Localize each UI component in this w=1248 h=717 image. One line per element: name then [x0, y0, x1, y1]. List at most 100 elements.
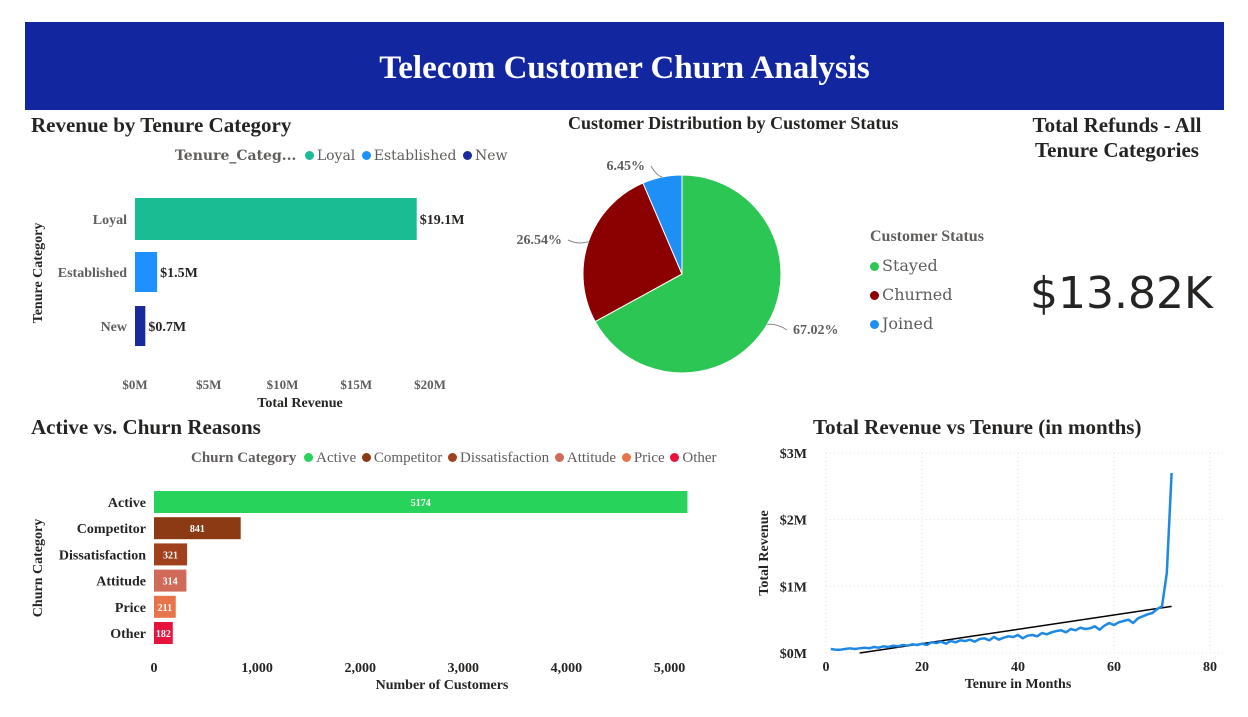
pie-data-label-stayed: 67.02%	[793, 323, 839, 338]
legend-dot-icon	[870, 291, 879, 300]
category-label-new: New	[101, 320, 128, 335]
status-legend: Customer Status Stayed Churned Joined	[870, 222, 988, 338]
x-tick-label: 0	[151, 661, 158, 676]
x-tick-label: 5,000	[654, 661, 686, 676]
refunds-card-title: Total Refunds - All Tenure Categories	[1010, 113, 1224, 163]
status-legend-item-stayed[interactable]: Stayed	[870, 251, 986, 280]
revenue-legend-item-loyal[interactable]: Loyal	[304, 148, 355, 164]
bar-price[interactable]	[154, 595, 176, 618]
data-label-active: 5174	[411, 498, 431, 509]
pie-data-label-joined: 6.45%	[607, 159, 646, 174]
category-label-price: Price	[115, 601, 146, 616]
churn-legend-item-attitude[interactable]: Attitude	[554, 450, 616, 466]
x-axis-label: Total Revenue	[257, 396, 342, 411]
legend-dot-icon	[304, 151, 314, 160]
distribution-chart-title: Customer Distribution by Customer Status	[568, 113, 899, 133]
status-legend-item-joined[interactable]: Joined	[870, 309, 986, 338]
data-label-new: $0.7M	[148, 320, 186, 335]
bar-active[interactable]	[154, 491, 688, 513]
leader-line	[650, 165, 663, 178]
revenue-chart-title: Revenue by Tenure Category	[31, 113, 292, 137]
churn-legend-title: Churn Category	[191, 450, 297, 466]
page-title: Telecom Customer Churn Analysis	[379, 50, 870, 86]
pie-slice-joined[interactable]	[642, 174, 683, 275]
bar-attitude[interactable]	[154, 569, 187, 592]
x-tick-label: 0	[823, 660, 830, 675]
legend-dot-icon	[670, 453, 680, 462]
data-label-price: 211	[158, 603, 172, 614]
x-tick-label: 20	[915, 660, 929, 675]
revenue-series-line[interactable]	[830, 472, 1173, 651]
churn-legend-item-active[interactable]: Active	[304, 450, 356, 466]
category-label-competitor: Competitor	[77, 522, 146, 537]
header-banner: Telecom Customer Churn Analysis	[25, 22, 1224, 110]
x-tick-label: $15M	[340, 377, 372, 392]
category-label-established: Established	[58, 266, 127, 281]
churn-legend-item-price[interactable]: Price	[621, 450, 665, 466]
legend-dot-icon	[462, 151, 472, 160]
pie-data-label-churned: 26.54%	[517, 233, 563, 248]
x-tick-label: $5M	[196, 377, 221, 392]
churn-legend-item-competitor[interactable]: Competitor	[361, 450, 442, 466]
bar-new[interactable]	[135, 306, 146, 346]
revenue-legend: Tenure_Categ... Loyal Established New	[175, 148, 509, 164]
y-tick-label: $3M	[780, 447, 807, 462]
revenue-legend-title: Tenure_Categ...	[175, 148, 297, 164]
category-label-dissatisfaction: Dissatisfaction	[59, 548, 146, 563]
pie-slice-stayed[interactable]	[594, 174, 782, 374]
legend-dot-icon	[361, 453, 371, 462]
x-tick-label: 1,000	[241, 661, 273, 676]
y-tick-label: $0M	[780, 647, 807, 662]
category-label-attitude: Attitude	[96, 575, 146, 590]
x-tick-label: 4,000	[551, 661, 583, 676]
bar-competitor[interactable]	[154, 517, 241, 540]
bar-loyal[interactable]	[135, 198, 417, 240]
tenure-chart-title: Total Revenue vs Tenure (in months)	[813, 415, 1142, 439]
status-legend-item-churned[interactable]: Churned	[870, 280, 986, 309]
churn-chart-title: Active vs. Churn Reasons	[31, 415, 261, 439]
x-tick-label: $20M	[414, 377, 446, 392]
legend-dot-icon	[554, 453, 564, 462]
bar-dissatisfaction[interactable]	[154, 543, 188, 566]
x-tick-label: 80	[1203, 660, 1217, 675]
x-tick-label: $0M	[122, 377, 147, 392]
legend-dot-icon	[621, 453, 631, 462]
category-label-loyal: Loyal	[93, 213, 127, 228]
pie-slice-churned[interactable]	[582, 182, 683, 323]
y-axis-label: Total Revenue	[757, 510, 772, 595]
refunds-title-line1: Total Refunds - All	[1032, 113, 1202, 137]
legend-dot-icon	[361, 151, 371, 160]
legend-dot-icon	[304, 453, 314, 462]
data-label-attitude: 314	[163, 577, 178, 588]
x-tick-label: $10M	[267, 377, 299, 392]
x-tick-label: 3,000	[448, 661, 480, 676]
y-axis-label: Tenure Category	[31, 223, 46, 324]
legend-dot-icon	[870, 262, 879, 271]
churn-legend-item-other[interactable]: Other	[670, 450, 717, 466]
y-axis-label: Churn Category	[31, 519, 46, 617]
revenue-legend-item-established[interactable]: Established	[361, 148, 456, 164]
data-label-loyal: $19.1M	[420, 213, 465, 228]
revenue-legend-item-new[interactable]: New	[462, 148, 507, 164]
leader-line	[767, 323, 788, 331]
bar-established[interactable]	[135, 252, 158, 292]
data-label-other: 182	[156, 629, 171, 640]
legend-dot-icon	[870, 320, 879, 329]
x-tick-label: 60	[1107, 660, 1121, 675]
data-label-competitor: 841	[190, 524, 205, 535]
bar-other[interactable]	[154, 622, 173, 644]
status-legend-title: Customer Status	[870, 228, 984, 245]
x-tick-label: 2,000	[344, 661, 376, 676]
x-tick-label: 40	[1011, 660, 1025, 675]
refunds-kpi-value: $13.82K	[1030, 268, 1213, 319]
x-axis-label: Number of Customers	[376, 678, 509, 693]
churn-legend-item-dissatisfaction[interactable]: Dissatisfaction	[447, 450, 549, 466]
churn-legend: Churn Category Active Competitor Dissati…	[191, 450, 719, 467]
category-label-other: Other	[110, 627, 146, 642]
legend-dot-icon	[447, 453, 457, 462]
leader-line	[567, 239, 589, 244]
